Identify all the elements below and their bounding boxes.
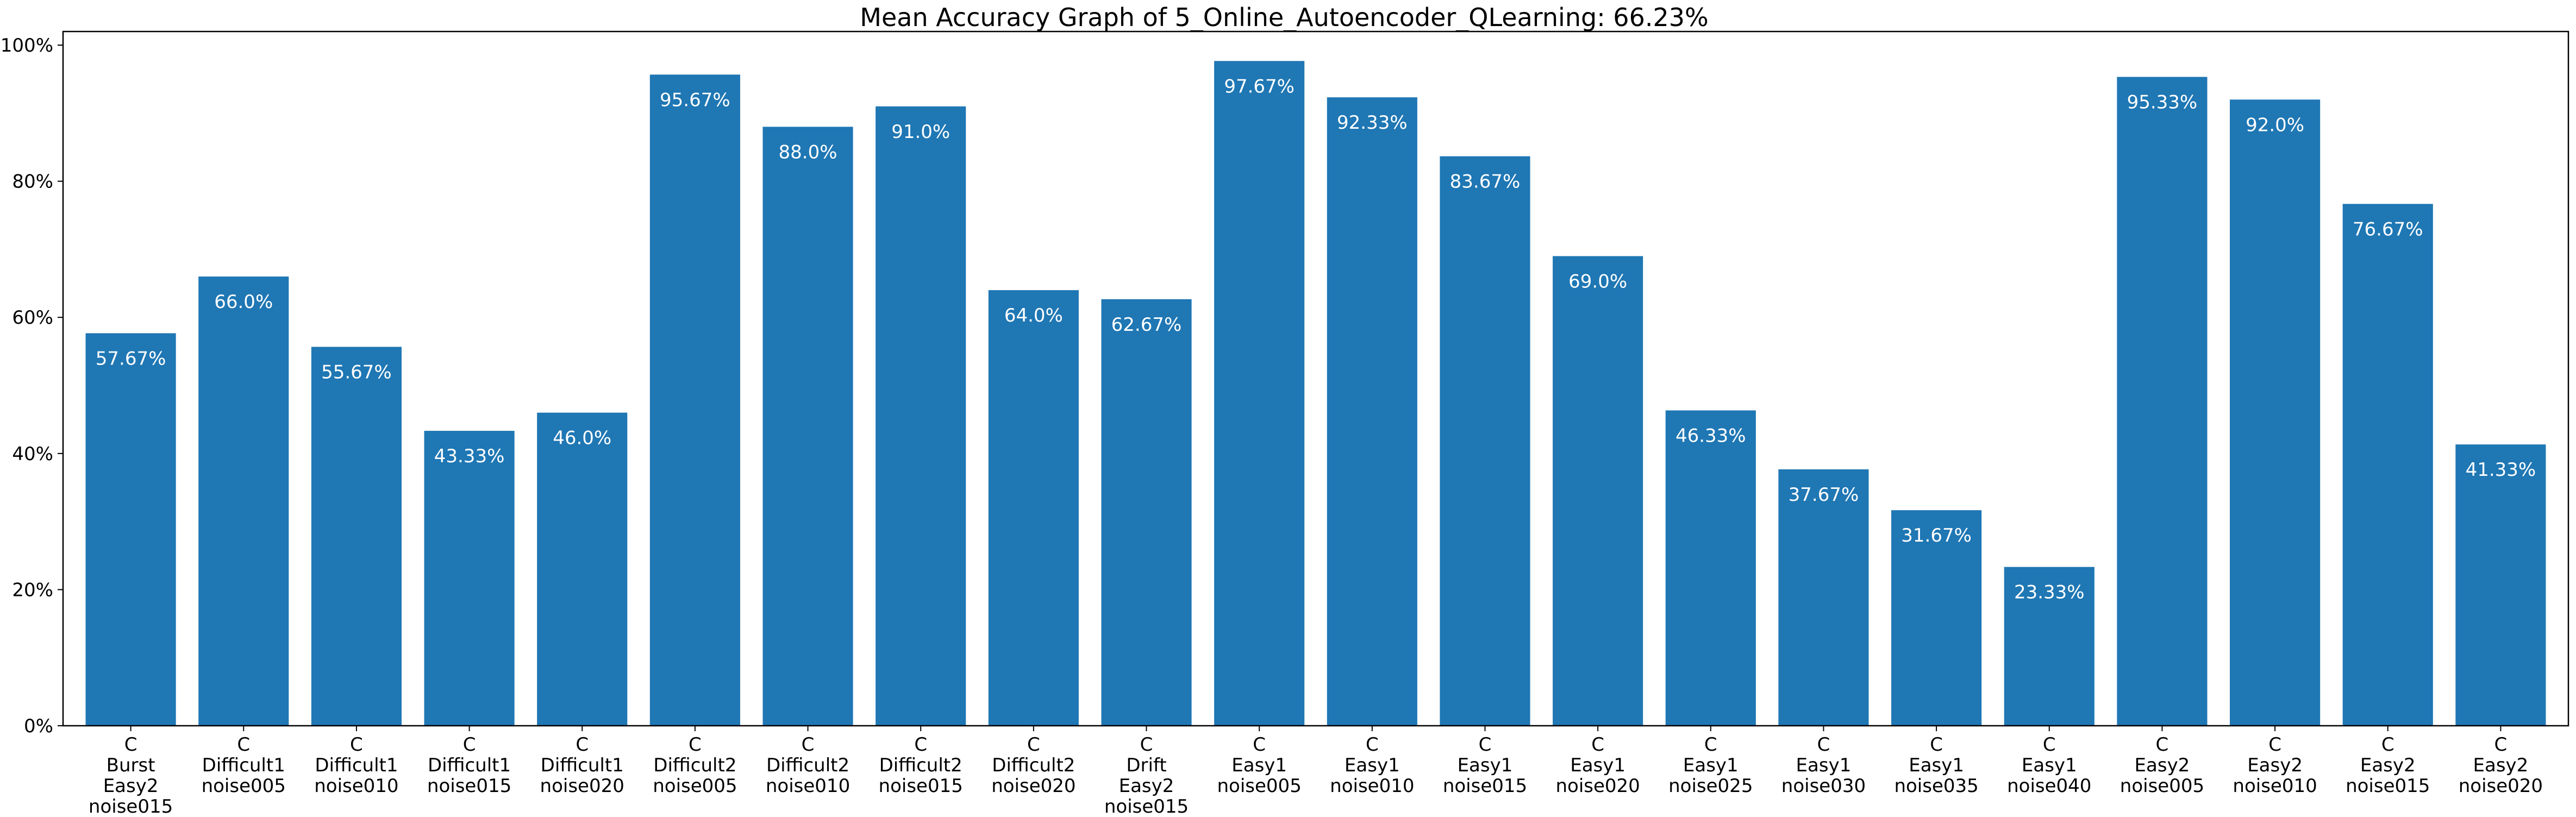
bar — [1440, 156, 1530, 726]
x-tick-label: C Easy1 noise020 — [1555, 734, 1640, 797]
bar-value-label: 64.0% — [1004, 305, 1063, 326]
x-tick-label: C Difficult2 noise010 — [766, 734, 850, 797]
bar-value-label: 92.33% — [1337, 112, 1408, 134]
x-tick-label: C Difficult2 noise005 — [653, 734, 737, 797]
x-tick-label: C Easy2 noise015 — [2346, 734, 2430, 797]
y-tick-label: 40% — [12, 443, 53, 465]
bar-value-label: 69.0% — [1568, 271, 1627, 292]
x-tick-label: C Easy1 noise005 — [1217, 734, 1302, 797]
bar — [876, 106, 966, 726]
bar — [1778, 469, 1869, 726]
bar — [198, 276, 289, 726]
x-tick-label: C Difficult1 noise020 — [540, 734, 624, 797]
x-tick-label: C Difficult2 noise015 — [879, 734, 963, 797]
y-tick-label: 100% — [1, 35, 53, 56]
bar-value-label: 95.33% — [2127, 92, 2198, 114]
bar-value-label: 83.67% — [1450, 171, 1521, 193]
bar — [1327, 97, 1417, 726]
bar-value-label: 92.0% — [2246, 114, 2304, 136]
y-tick-label: 0% — [24, 715, 53, 737]
bar — [424, 431, 515, 726]
plot-frame — [62, 30, 2569, 727]
bar-value-label: 23.33% — [2014, 582, 2085, 604]
x-tick-label: C Easy1 noise025 — [1668, 734, 1753, 797]
bar-value-label: 97.67% — [1224, 76, 1295, 97]
bar-value-label: 88.0% — [779, 141, 837, 163]
x-tick-label: C Difficult1 noise005 — [202, 734, 286, 797]
x-tick-label: C Easy2 noise010 — [2233, 734, 2317, 797]
bar — [649, 74, 740, 726]
x-tick-label: C Difficult2 noise020 — [991, 734, 1076, 797]
x-tick-label: C Drift Easy2 noise015 — [1104, 734, 1189, 815]
bar-value-label: 95.67% — [660, 89, 730, 111]
value-labels-layer: 57.67% 66.0% 55.67% 43.33% 46.0% 95.67% 88.0% 9… — [96, 76, 2536, 603]
x-tick-label: C Burst Easy2 noise015 — [89, 734, 173, 815]
bar — [85, 333, 176, 726]
x-tick-label: C Easy2 noise020 — [2459, 734, 2543, 797]
y-tick-label: 80% — [12, 171, 53, 193]
bar — [762, 127, 853, 726]
bar — [1665, 410, 1756, 726]
bar-value-label: 66.0% — [214, 291, 273, 313]
bar — [311, 347, 402, 726]
bar — [1101, 299, 1192, 726]
bar — [2342, 204, 2433, 726]
bar-value-label: 31.67% — [1901, 525, 1972, 546]
bar-value-label: 62.67% — [1111, 314, 1182, 336]
x-tick-label: C Easy1 noise010 — [1330, 734, 1414, 797]
x-axis: C Burst Easy2 noise015 C Difficult1 noise005 C D… — [89, 726, 2543, 817]
bar — [988, 290, 1079, 726]
bar-value-label: 41.33% — [2466, 459, 2536, 481]
bar-value-label: 55.67% — [321, 361, 392, 383]
x-tick-label: C Easy1 noise030 — [1781, 734, 1866, 797]
bar — [1553, 256, 1643, 726]
bar — [2230, 99, 2321, 726]
x-tick-label: C Easy1 noise040 — [2007, 734, 2091, 797]
x-tick-label: C Difficult1 noise015 — [427, 734, 511, 797]
bar — [2455, 444, 2546, 726]
bar — [2117, 77, 2208, 726]
x-tick-label: C Easy2 noise005 — [2120, 734, 2204, 797]
chart-title: Mean Accuracy Graph of 5_Online_Autoenco… — [860, 3, 1708, 32]
y-tick-label: 20% — [12, 579, 53, 601]
bar-value-label: 76.67% — [2353, 218, 2423, 240]
bar-value-label: 46.0% — [553, 428, 611, 449]
bars-layer — [85, 61, 2546, 726]
bar — [2004, 567, 2094, 726]
bar-value-label: 57.67% — [96, 348, 166, 369]
bar — [1214, 61, 1305, 726]
bar-value-label: 37.67% — [1789, 484, 1859, 506]
x-tick-label: C Easy1 noise035 — [1894, 734, 1978, 797]
y-axis: 0% 20% 40% 60% 80% 100% — [1, 35, 63, 737]
bar-value-label: 91.0% — [891, 121, 950, 143]
bar — [1891, 510, 1982, 726]
bar-value-label: 43.33% — [434, 445, 505, 467]
y-tick-label: 60% — [12, 307, 53, 329]
x-tick-label: C Easy1 noise015 — [1443, 734, 1527, 797]
bar — [537, 412, 628, 726]
bar-value-label: 46.33% — [1675, 425, 1746, 447]
x-tick-label: C Difficult1 noise010 — [314, 734, 398, 797]
